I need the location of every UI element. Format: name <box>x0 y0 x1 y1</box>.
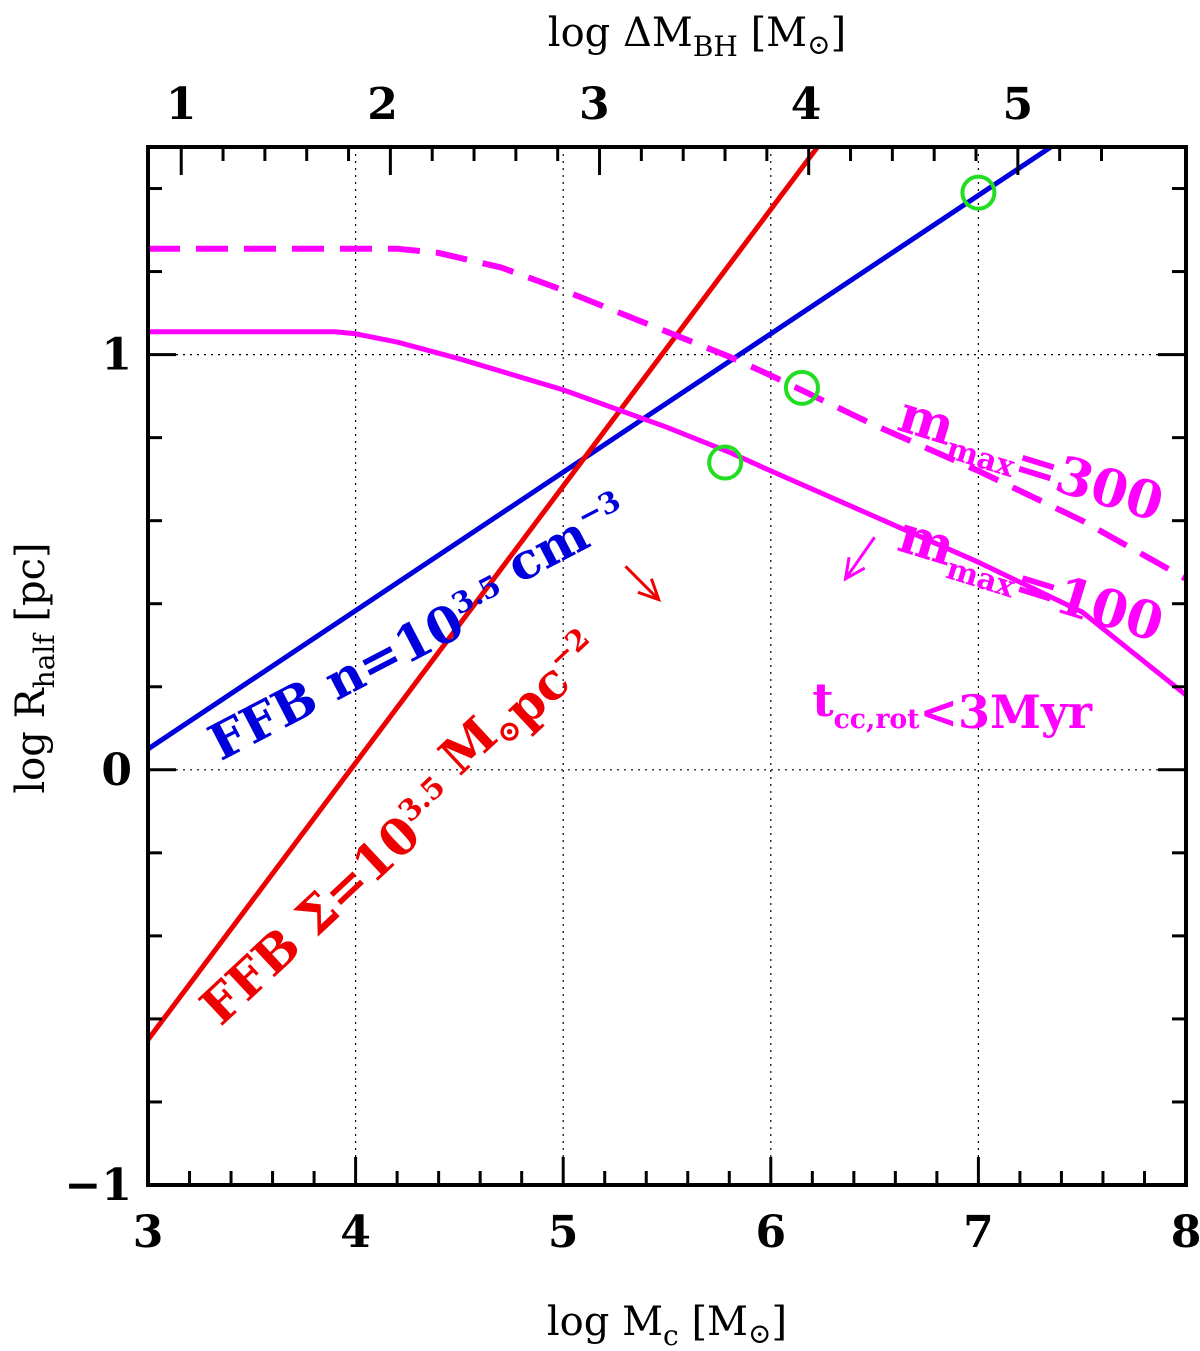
top-tick-label: 3 <box>579 79 610 130</box>
top-axis-label: log ΔMBH [M⊙] <box>548 10 846 63</box>
x-axis-label: log Mc [M⊙] <box>547 1299 787 1351</box>
y-axis-label: log Rhalf [pc] <box>8 542 61 793</box>
series-line-2 <box>148 329 1186 698</box>
top-tick-label: 5 <box>1003 79 1034 130</box>
x-tick-label: 6 <box>755 1207 786 1258</box>
plot-frame <box>146 145 1188 1187</box>
series-lines <box>148 147 1186 1042</box>
top-tick-label: 2 <box>367 79 398 130</box>
series-line-1 <box>148 147 821 1042</box>
intersection-marker <box>960 174 997 211</box>
arrow-head-icon <box>637 578 662 603</box>
series-line-3 <box>148 245 1186 582</box>
arrow-head-icon <box>843 556 866 582</box>
x-tick-label: 7 <box>963 1207 994 1258</box>
intersection-marker <box>783 369 820 406</box>
grid-lines <box>148 147 1186 1185</box>
top-tick-label: 1 <box>166 79 197 130</box>
x-tick-label: 5 <box>548 1207 579 1258</box>
arrows <box>624 536 876 603</box>
ticks <box>146 147 1188 1187</box>
y-tick-label: 1 <box>101 330 132 381</box>
x-tick-label: 4 <box>340 1207 371 1258</box>
series-line-0 <box>148 147 1056 752</box>
arrow-shaft <box>844 536 876 580</box>
sun-symbol-icon: ⊙ <box>748 1317 771 1350</box>
annotation-tcc: tcc,rot<3Myr <box>812 673 1092 739</box>
intersection-markers <box>707 174 997 481</box>
top-tick-label: 4 <box>791 79 822 130</box>
x-tick-label: 3 <box>133 1207 164 1258</box>
arrow-shaft <box>624 565 660 601</box>
y-tick-label: 0 <box>101 745 132 796</box>
x-tick-label: 8 <box>1171 1207 1200 1258</box>
tick-labels: 3 4 5 6 7 8 −1 0 1 1 2 3 4 5 <box>65 79 1200 1258</box>
sun-symbol-icon: ⊙ <box>807 28 830 61</box>
intersection-marker <box>707 444 744 481</box>
y-tick-label: −1 <box>65 1160 132 1211</box>
